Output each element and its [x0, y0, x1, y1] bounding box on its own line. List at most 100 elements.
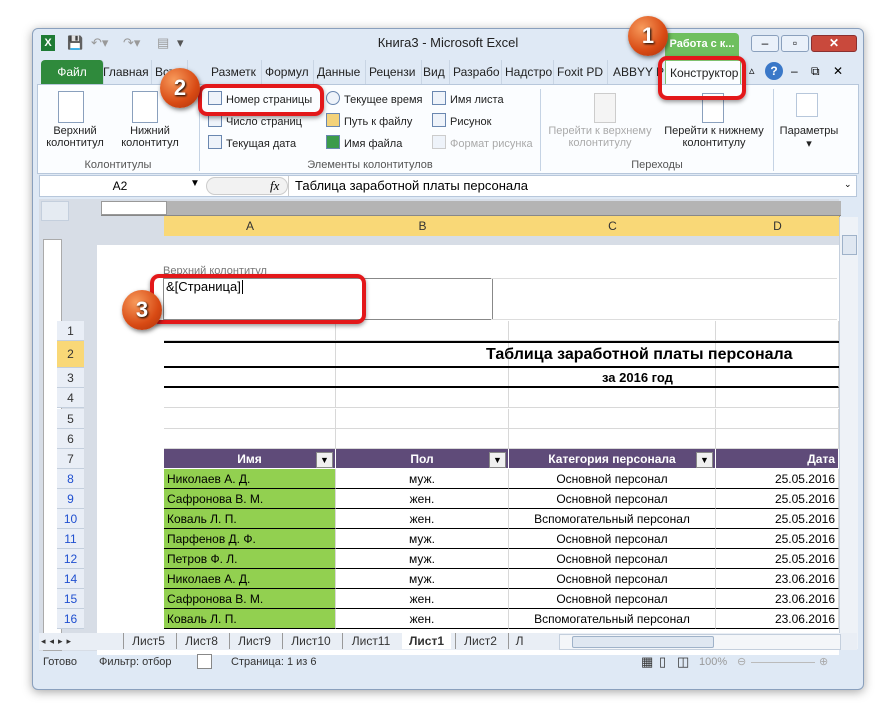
table-cell-date[interactable]: 25.05.2016 [716, 469, 839, 489]
cell[interactable] [509, 321, 716, 341]
help-icon[interactable]: ? [765, 62, 783, 80]
cell[interactable] [336, 429, 509, 449]
table-cell-sex[interactable]: жен. [336, 589, 509, 609]
cell[interactable] [716, 321, 839, 341]
row-header-14[interactable]: 14 [57, 569, 84, 589]
filter-dropdown-icon[interactable]: ▼ [696, 452, 713, 468]
table-cell-name[interactable]: Петров Ф. Л. [164, 549, 336, 569]
fx-icon[interactable]: fx [270, 178, 280, 193]
collapse-ribbon-icon[interactable]: ▵ [749, 65, 755, 77]
table-cell-cat[interactable]: Вспомогательный персонал [509, 609, 716, 629]
table-cell-cat[interactable]: Основной персонал [509, 529, 716, 549]
page-break-view-icon[interactable]: ◫ [677, 654, 690, 669]
table-cell-cat[interactable]: Основной персонал [509, 469, 716, 489]
filter-dropdown-icon[interactable]: ▼ [489, 452, 506, 468]
select-all-button[interactable] [41, 201, 69, 221]
row-header-1[interactable]: 1 [57, 321, 84, 341]
macro-record-icon[interactable] [197, 654, 212, 669]
sheet-tab[interactable]: Лист1 [402, 633, 451, 649]
sheet-tab[interactable]: Лист5 [123, 633, 173, 649]
sheet-title[interactable]: Таблица заработной платы персонала [164, 341, 839, 368]
undo-icon[interactable]: ↶▾ [91, 35, 109, 50]
table-header-cell[interactable]: Пол [336, 449, 509, 469]
doc-minimize-icon[interactable]: – [791, 64, 798, 78]
sheet-nav-arrows[interactable]: ◂◂▸▸ [41, 636, 76, 646]
row-header-16[interactable]: 16 [57, 609, 84, 629]
table-cell-date[interactable]: 25.05.2016 [716, 549, 839, 569]
sheet-tab[interactable]: Лист9 [229, 633, 279, 649]
go-to-footer-button[interactable]: Перейти к нижнему колонтитулу [664, 125, 764, 149]
zoom-level[interactable]: 100% [699, 656, 728, 668]
zoom-out-icon[interactable]: ⊖ [737, 656, 747, 668]
minimize-button[interactable]: – [751, 35, 779, 52]
format-picture-button[interactable]: Формат рисунка [432, 135, 533, 150]
cell[interactable] [164, 429, 336, 449]
form-icon[interactable]: ▤ [157, 35, 170, 50]
expand-formula-icon[interactable]: ⌄ [844, 179, 852, 189]
row-header-12[interactable]: 12 [57, 549, 84, 569]
formula-input[interactable]: Таблица заработной платы персонала [288, 176, 845, 196]
sheet-tab[interactable]: Л [508, 633, 530, 649]
header-left-section[interactable]: &[Страница] [163, 278, 493, 320]
row-header-8[interactable]: 8 [57, 469, 84, 489]
tab-page-layout[interactable]: Разметк [207, 60, 262, 84]
row-header-9[interactable]: 9 [57, 489, 84, 509]
name-box-dropdown-icon[interactable]: ▼ [190, 178, 200, 189]
save-icon[interactable]: 💾 [67, 35, 84, 50]
doc-restore-icon[interactable]: ⧉ [811, 64, 820, 78]
table-cell-name[interactable]: Коваль Л. П. [164, 509, 336, 529]
table-header-cell[interactable]: Категория персонала [509, 449, 716, 469]
column-header-B[interactable]: B [336, 216, 510, 236]
cell[interactable] [716, 409, 839, 429]
cell[interactable] [336, 388, 509, 408]
table-cell-cat[interactable]: Основной персонал [509, 489, 716, 509]
row-header-7[interactable]: 7 [57, 449, 84, 469]
table-cell-name[interactable]: Николаев А. Д. [164, 569, 336, 589]
table-cell-name[interactable]: Сафронова В. М. [164, 589, 336, 609]
sheet-tab[interactable]: Лист11 [342, 633, 399, 649]
zoom-slider[interactable] [751, 662, 815, 663]
go-to-header-button[interactable]: Перейти к верхнему колонтитулу [548, 125, 652, 149]
table-cell-date[interactable]: 23.06.2016 [716, 589, 839, 609]
cell[interactable] [164, 388, 336, 408]
table-cell-name[interactable]: Коваль Л. П. [164, 609, 336, 629]
doc-close-icon[interactable]: ✕ [833, 64, 844, 78]
table-cell-cat[interactable]: Основной персонал [509, 589, 716, 609]
table-cell-sex[interactable]: муж. [336, 549, 509, 569]
current-date-button[interactable]: Текущая дата [208, 135, 296, 150]
table-cell-sex[interactable]: жен. [336, 489, 509, 509]
row-header-6[interactable]: 6 [57, 429, 84, 449]
column-header-D[interactable]: D [716, 216, 840, 236]
file-name-button[interactable]: Имя файла [326, 135, 402, 150]
normal-view-icon[interactable]: ▦ [641, 654, 654, 669]
sheet-name-button[interactable]: Имя листа [432, 91, 504, 106]
cell[interactable] [716, 429, 839, 449]
vertical-scrollbar[interactable]: ▼ [839, 217, 858, 649]
customize-icon[interactable]: ▾ [177, 35, 184, 50]
table-cell-date[interactable]: 23.06.2016 [716, 609, 839, 629]
tab-design[interactable]: Конструктор [665, 60, 741, 85]
file-path-button[interactable]: Путь к файлу [326, 113, 412, 128]
tab-review[interactable]: Рецензи [365, 60, 422, 84]
cell[interactable] [509, 409, 716, 429]
sheet-subtitle[interactable]: за 2016 год [164, 368, 839, 388]
table-cell-sex[interactable]: жен. [336, 609, 509, 629]
table-header-cell[interactable]: Дата [716, 449, 839, 469]
page-layout-view-icon[interactable]: ▯ [659, 654, 667, 669]
picture-button[interactable]: Рисунок [432, 113, 492, 128]
close-button[interactable]: ✕ [811, 35, 857, 52]
table-cell-sex[interactable]: муж. [336, 569, 509, 589]
table-cell-date[interactable]: 25.05.2016 [716, 489, 839, 509]
options-button[interactable]: Параметры ▾ [779, 125, 839, 150]
header-center-section[interactable] [491, 278, 837, 320]
tab-file[interactable]: Файл [41, 60, 104, 84]
table-cell-date[interactable]: 25.05.2016 [716, 509, 839, 529]
zoom-in-icon[interactable]: ⊕ [819, 656, 829, 668]
tab-data[interactable]: Данные [313, 60, 366, 84]
table-cell-sex[interactable]: жен. [336, 509, 509, 529]
horizontal-scrollbar[interactable] [559, 634, 841, 650]
table-cell-sex[interactable]: муж. [336, 529, 509, 549]
cell[interactable] [509, 429, 716, 449]
table-cell-date[interactable]: 23.06.2016 [716, 569, 839, 589]
page-count-button[interactable]: Число страниц [208, 113, 302, 128]
